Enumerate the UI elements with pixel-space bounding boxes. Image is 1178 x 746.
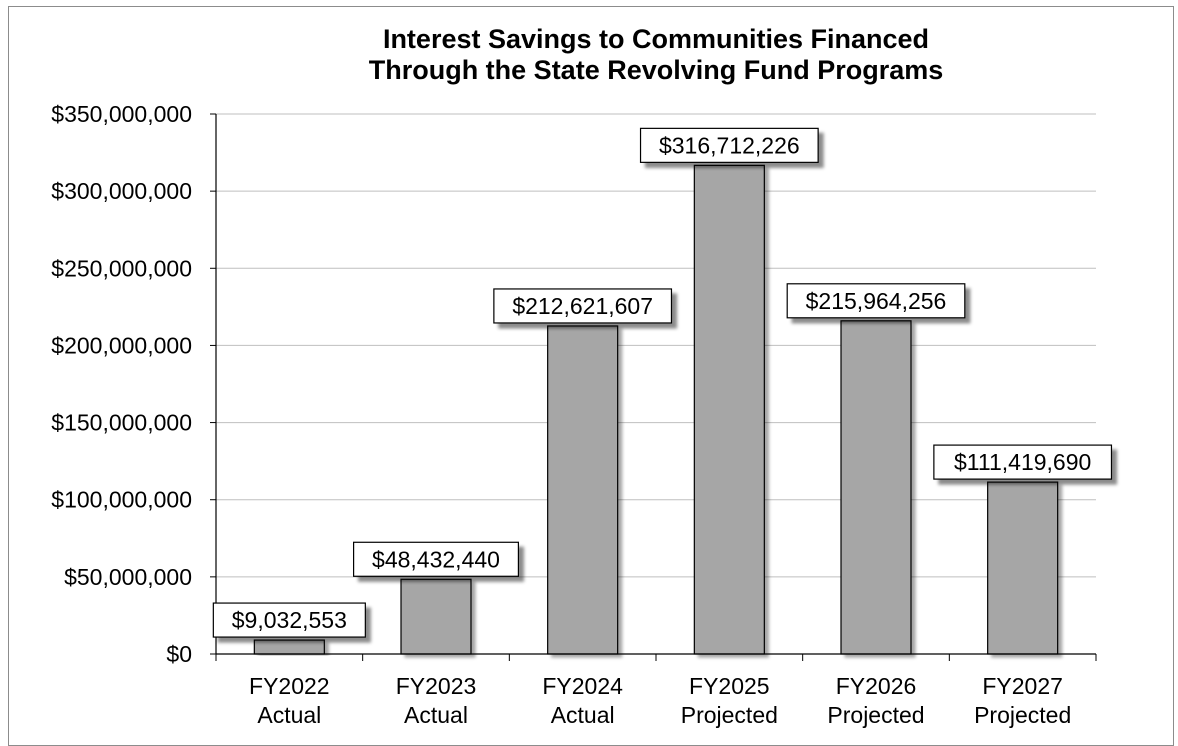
data-label-box: [493, 288, 673, 324]
chart-title-line-2: Through the State Revolving Fund Program…: [368, 55, 944, 85]
bar-fy2026: [840, 320, 912, 655]
y-tick-label: $150,000,000: [51, 410, 192, 436]
y-axis: $0 $50,000,000 $100,000,000 $150,000,000 $20…: [51, 101, 217, 667]
y-tick-label: $0: [166, 641, 192, 667]
chart-title: Interest Savings to Communities Financed…: [216, 24, 1096, 86]
x-tick-label: Projected: [974, 702, 1071, 728]
data-label-box: [212, 602, 366, 638]
bar-fy2024: [547, 325, 619, 655]
data-label: $316,712,226: [659, 132, 800, 158]
data-label: $9,032,553: [232, 607, 347, 633]
gridlines: [216, 113, 1096, 578]
data-label-box: [786, 283, 966, 319]
data-label: $212,621,607: [512, 293, 653, 319]
y-tick-label: $250,000,000: [51, 255, 192, 281]
x-tick-label: FY2025: [689, 673, 770, 699]
data-label-box: [933, 444, 1113, 480]
x-tick-label: Projected: [827, 702, 924, 728]
data-label: $111,419,690: [954, 449, 1091, 475]
data-label: $48,432,440: [372, 546, 500, 572]
y-tick-label: $350,000,000: [51, 101, 192, 127]
bars: [253, 164, 1059, 655]
x-tick-label: Projected: [681, 702, 778, 728]
x-tick-label: FY2024: [542, 673, 623, 699]
x-tick-label: Actual: [551, 702, 615, 728]
data-labels: $9,032,553 $48,432,440 $212,621,607 $316,71…: [212, 127, 1113, 638]
data-label-box: [639, 127, 819, 163]
data-label-box: [353, 541, 520, 577]
bar-fy2027: [987, 481, 1059, 655]
bar-fy2025: [693, 164, 765, 655]
x-tick-label: FY2026: [836, 673, 917, 699]
x-tick-label: FY2023: [396, 673, 477, 699]
data-label: $215,964,256: [806, 288, 947, 314]
x-tick-label: FY2027: [982, 673, 1063, 699]
x-tick-label: Actual: [257, 702, 321, 728]
y-tick-label: $100,000,000: [51, 487, 192, 513]
y-tick-label: $300,000,000: [51, 178, 192, 204]
y-tick-label: $200,000,000: [51, 332, 192, 358]
x-tick-label: Actual: [404, 702, 468, 728]
y-tick-label: $50,000,000: [64, 564, 192, 590]
bar-fy2022: [253, 639, 325, 655]
x-axis: FY2022 Actual FY2023 Actual FY2024 Actual FY20…: [215, 653, 1097, 728]
x-tick-label: FY2022: [249, 673, 330, 699]
chart-title-line-1: Interest Savings to Communities Financed: [382, 24, 930, 54]
bar-fy2023: [400, 578, 472, 655]
